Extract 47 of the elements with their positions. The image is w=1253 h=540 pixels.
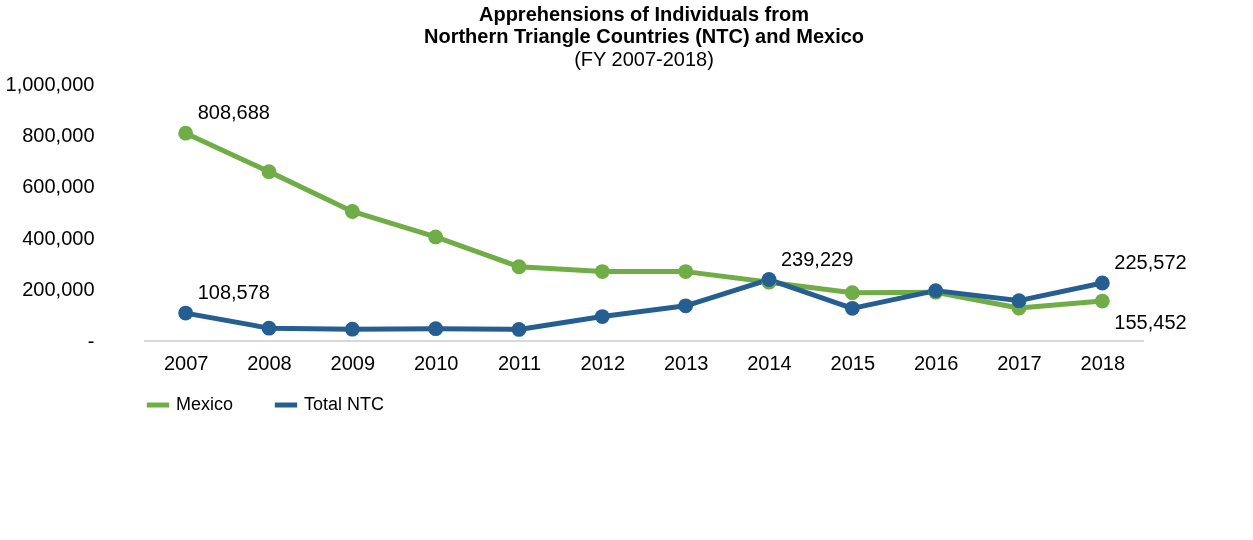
x-tick-label: 2012 (580, 351, 626, 374)
y-tick-label: 200,000 (22, 278, 95, 301)
data-label: 108,578 (197, 281, 270, 304)
y-tick-label: 1,000,000 (5, 72, 95, 95)
point (511, 322, 527, 337)
point (844, 300, 860, 316)
data-label: 239,229 (781, 247, 854, 270)
point (1094, 293, 1110, 309)
x-tick-label: 2011 (497, 351, 542, 374)
point (428, 321, 444, 337)
x-tick-label: 2018 (1080, 351, 1126, 374)
x-tick-label: 2009 (330, 351, 376, 374)
chart-subtitle: (FY 2007-2018) (574, 48, 714, 70)
point (428, 229, 444, 245)
point (178, 125, 194, 141)
x-tick-label: 2008 (247, 351, 292, 374)
x-tick-label: 2007 (163, 351, 209, 374)
x-tick-label: 2014 (747, 351, 792, 374)
point (844, 285, 860, 301)
data-label: 225,572 (1114, 251, 1187, 274)
point (594, 309, 610, 324)
y-tick-label: 800,000 (22, 123, 95, 146)
x-tick-label: 2013 (663, 351, 709, 374)
point (1094, 275, 1110, 291)
point (261, 320, 277, 336)
point (1011, 293, 1027, 309)
point (678, 298, 694, 314)
legend-label: Total NTC (304, 394, 385, 414)
point (261, 164, 277, 180)
y-tick-label: 400,000 (22, 226, 95, 249)
point (344, 321, 360, 337)
x-tick-label: 2010 (413, 351, 459, 374)
point (344, 204, 360, 219)
x-tick-label: 2015 (830, 351, 876, 374)
y-tick-label: 600,000 (22, 175, 95, 198)
point (178, 305, 194, 321)
x-tick-label: 2016 (913, 351, 959, 374)
legend-label: Mexico (176, 394, 234, 414)
point (511, 259, 527, 275)
point (678, 264, 694, 280)
data-label: 155,452 (1114, 311, 1187, 334)
data-label: 808,688 (197, 101, 270, 124)
text: Northern Triangle Countries (NTC) and Mexico (423, 25, 865, 47)
point (594, 264, 610, 280)
y-tick-label: - (87, 329, 95, 352)
text: Apprehensions of Individuals from (478, 3, 810, 25)
x-tick-label: 2017 (997, 351, 1042, 374)
